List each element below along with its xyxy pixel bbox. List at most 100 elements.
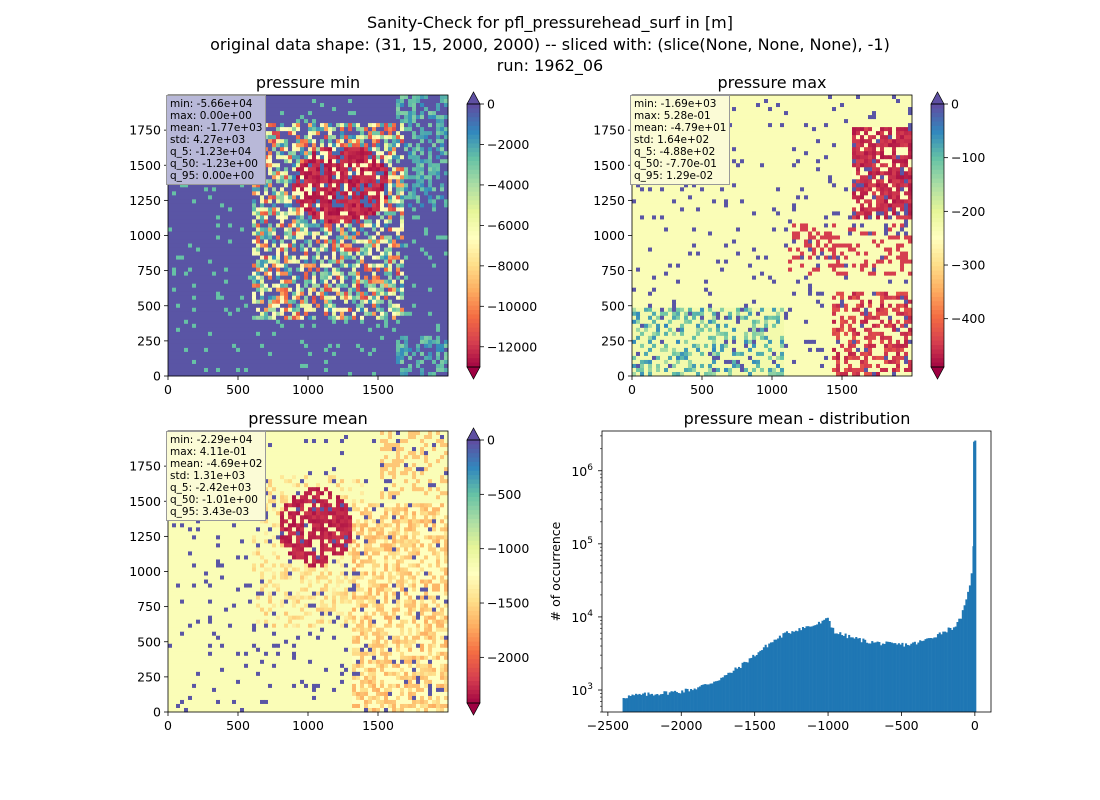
heatmap-cell [300,95,305,100]
heatmap-cell [328,163,333,168]
heatmap-cell [440,231,445,236]
heatmap-cell [444,347,449,353]
heatmap-cell [320,183,325,188]
heatmap-cell [292,147,297,152]
heatmap-cell [388,335,393,341]
heatmap-cell [384,191,389,196]
heatmap-cell [216,339,221,345]
heatmap-cell [344,367,349,373]
heatmap-cell [400,227,405,232]
heatmap-cell [340,123,345,128]
heatmap-cell [324,207,329,212]
heatmap-cell [404,219,409,224]
heatmap-cell [240,359,245,365]
heatmap-cell [432,291,437,297]
heatmap-cell [240,331,245,337]
heatmap-cell [292,95,297,100]
heatmap-cell [388,295,393,301]
heatmap-cell [320,307,325,313]
heatmap-cell [372,235,377,240]
heatmap-cell [336,163,341,168]
heatmap-cell [336,311,341,317]
heatmap-cell [332,179,337,184]
heatmap-cell [360,271,365,277]
heatmap-cell [300,307,305,313]
heatmap-cell [236,367,241,373]
heatmap-cell [256,347,261,353]
heatmap-cell [444,131,449,136]
heatmap-cell [396,351,401,357]
heatmap-cell [412,319,417,325]
heatmap-cell [288,315,293,321]
heatmap-cell [400,291,405,297]
heatmap-cell [296,359,301,365]
heatmap-cell [340,311,345,317]
heatmap-cell [404,179,409,184]
heatmap-cell [304,295,309,301]
heatmap-cell [300,115,305,120]
heatmap-cell [400,187,405,192]
heatmap-cell [240,235,245,240]
heatmap-cell [316,155,321,160]
heatmap-cell [244,343,249,349]
heatmap-cell [440,95,445,100]
heatmap-cell [324,355,329,361]
heatmap-cell [412,203,417,208]
heatmap-cell [332,283,337,289]
heatmap-cell [320,143,325,148]
heatmap-cell [432,163,437,168]
heatmap-cell [332,303,337,309]
heatmap-cell [192,235,197,240]
heatmap-cell [324,283,329,289]
heatmap-cell [324,291,329,297]
heatmap-cell [408,191,413,196]
heatmap-cell [428,327,433,333]
heatmap-cell [392,263,397,269]
heatmap-cell [184,207,189,212]
heatmap-cell [208,195,213,200]
heatmap-cell [436,279,441,285]
heatmap-cell [380,243,385,248]
heatmap-cell [260,227,265,232]
heatmap-cell [200,183,205,188]
heatmap-cell [296,143,301,148]
heatmap-cell [264,251,269,256]
heatmap-cell [432,239,437,244]
heatmap-cell [352,195,357,200]
heatmap-cell [176,191,181,196]
heatmap-cell [292,339,297,345]
heatmap-cell [400,363,405,369]
heatmap-cell [196,263,201,269]
heatmap-cell [344,95,349,100]
heatmap-cell [372,147,377,152]
heatmap-cell [220,231,225,236]
heatmap-cell [288,151,293,156]
heatmap-cell [244,315,249,321]
heatmap-cell [296,127,301,132]
heatmap-cell [196,183,201,188]
heatmap-cell [372,247,377,252]
heatmap-cell [256,295,261,301]
heatmap-cell [208,295,213,301]
heatmap-cell [368,335,373,341]
heatmap-cell [284,343,289,349]
heatmap-cell [356,251,361,256]
heatmap-cell [432,303,437,309]
heatmap-cell [224,347,229,353]
heatmap-cell [360,331,365,337]
heatmap-cell [212,311,217,317]
heatmap-cell [396,267,401,273]
heatmap-cell [332,251,337,256]
heatmap-cell [416,319,421,325]
heatmap-cell [224,251,229,256]
heatmap-cell [236,287,241,293]
heatmap-cell [396,315,401,321]
heatmap-cell [444,175,449,180]
colorbar-segment [467,104,480,109]
heatmap-cell [304,259,309,264]
heatmap-cell [424,111,429,116]
heatmap-cell [324,99,329,104]
heatmap-cell [252,315,257,321]
heatmap-cell [240,315,245,321]
heatmap-cell [256,191,261,196]
